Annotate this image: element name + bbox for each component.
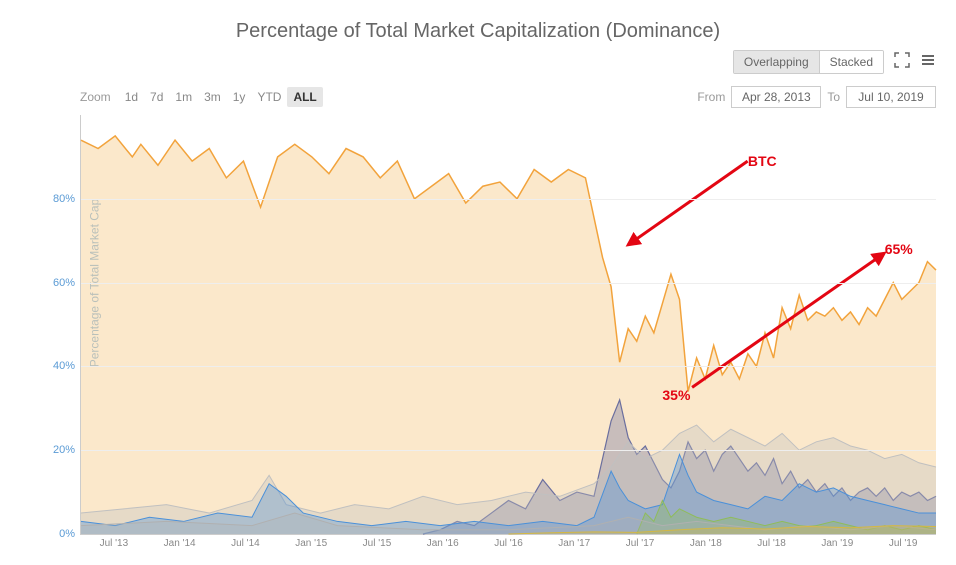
annotation-arrow — [628, 161, 748, 245]
grid-line — [81, 283, 936, 284]
y-tick: 20% — [53, 444, 81, 456]
toolbar-right: Overlapping Stacked — [733, 50, 936, 74]
from-label: From — [697, 90, 725, 104]
y-tick: 80% — [53, 193, 81, 205]
x-tick: Jul '16 — [494, 534, 523, 549]
zoom-7d-button[interactable]: 7d — [144, 87, 169, 107]
zoom-all-button[interactable]: ALL — [287, 87, 322, 107]
x-tick: Jul '19 — [889, 534, 918, 549]
zoom-label: Zoom — [80, 90, 111, 104]
x-tick: Jan '16 — [427, 534, 459, 549]
stacked-button[interactable]: Stacked — [820, 51, 883, 73]
zoom-ytd-button[interactable]: YTD — [251, 87, 287, 107]
to-date-input[interactable] — [846, 86, 936, 108]
y-tick: 0% — [59, 528, 81, 540]
chart-title: Percentage of Total Market Capitalizatio… — [10, 20, 946, 43]
x-tick: Jul '17 — [626, 534, 655, 549]
zoom-1d-button[interactable]: 1d — [119, 87, 144, 107]
menu-icon[interactable] — [920, 52, 936, 73]
zoom-1m-button[interactable]: 1m — [169, 87, 198, 107]
annotation-layer — [81, 115, 936, 534]
zoom-row: Zoom 1d7d1m3m1yYTDALL From To — [80, 86, 936, 108]
grid-line — [81, 366, 936, 367]
x-tick: Jan '15 — [295, 534, 327, 549]
chart-container: Percentage of Total Market Capitalizatio… — [0, 0, 956, 565]
grid-line — [81, 450, 936, 451]
plot-area[interactable]: 0%20%40%60%80%Jul '13Jan '14Jul '14Jan '… — [80, 115, 936, 535]
fullscreen-icon[interactable] — [894, 52, 910, 73]
from-date-input[interactable] — [731, 86, 821, 108]
x-tick: Jul '15 — [363, 534, 392, 549]
to-label: To — [827, 90, 840, 104]
y-tick: 40% — [53, 360, 81, 372]
x-tick: Jan '18 — [690, 534, 722, 549]
view-mode-segmented: Overlapping Stacked — [733, 50, 884, 74]
zoom-3m-button[interactable]: 3m — [198, 87, 227, 107]
date-range: From To — [697, 86, 936, 108]
grid-line — [81, 199, 936, 200]
x-tick: Jan '14 — [164, 534, 196, 549]
overlapping-button[interactable]: Overlapping — [734, 51, 820, 73]
x-tick: Jul '14 — [231, 534, 260, 549]
x-tick: Jul '13 — [100, 534, 129, 549]
x-tick: Jan '19 — [821, 534, 853, 549]
x-tick: Jan '17 — [558, 534, 590, 549]
zoom-1y-button[interactable]: 1y — [227, 87, 252, 107]
y-tick: 60% — [53, 277, 81, 289]
x-tick: Jul '18 — [757, 534, 786, 549]
zoom-buttons: Zoom 1d7d1m3m1yYTDALL — [80, 90, 323, 104]
